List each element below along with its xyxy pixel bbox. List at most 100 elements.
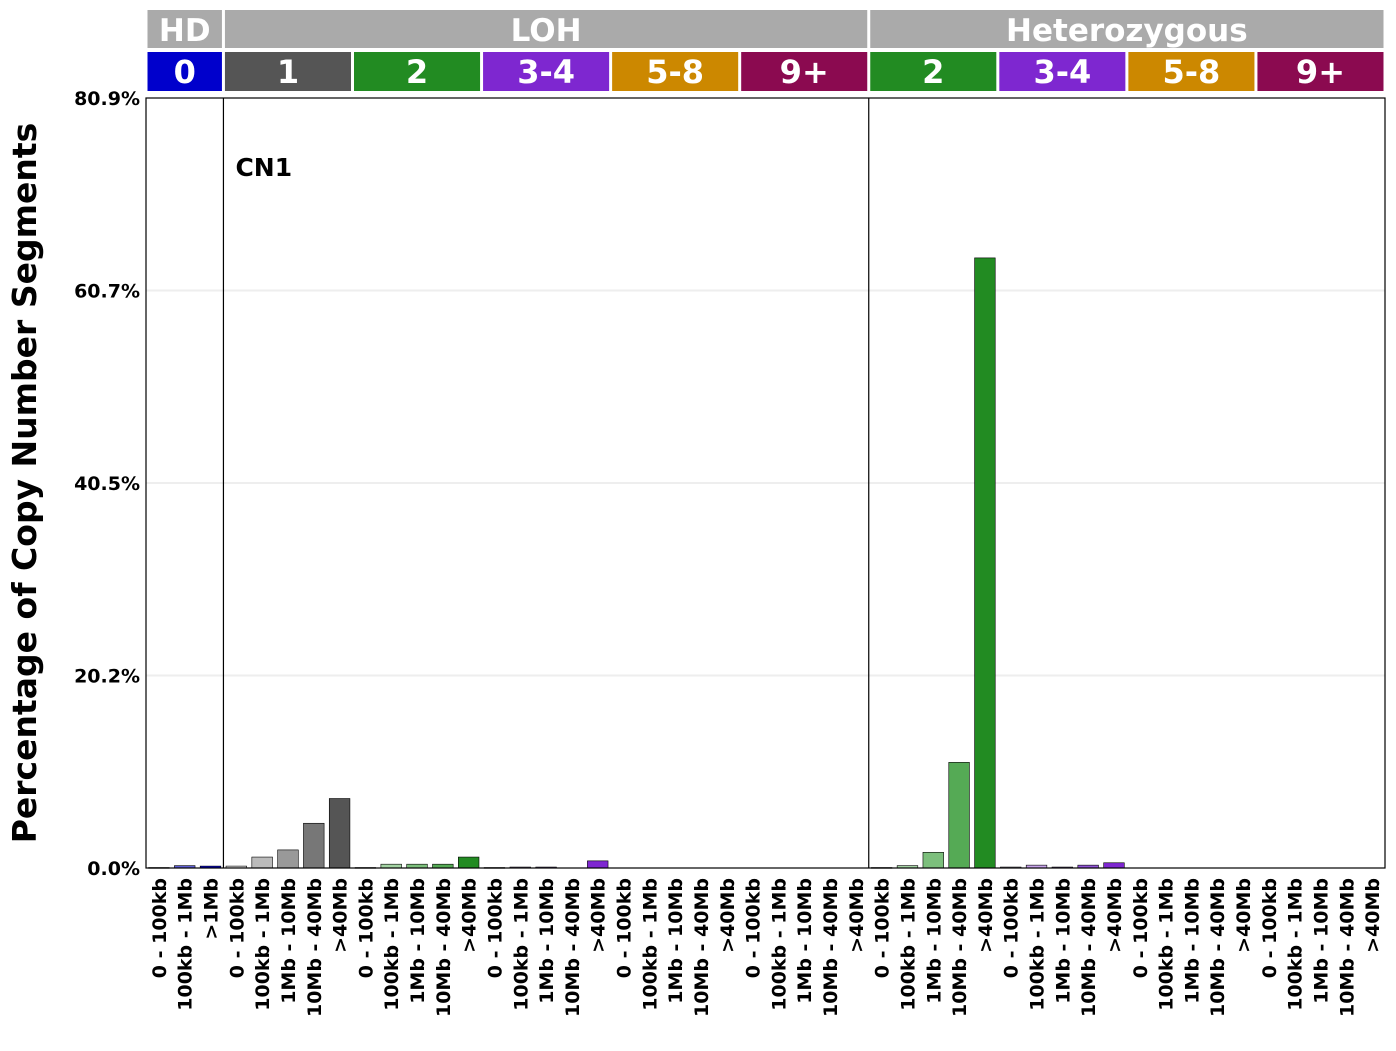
x-tick-label: 10Mb - 40Mb xyxy=(304,878,326,1017)
group-strip xyxy=(224,52,351,91)
x-tick-label: 1Mb - 10Mb xyxy=(923,878,945,1004)
bar xyxy=(922,851,944,869)
x-tick-label: 100kb - 1Mb xyxy=(1156,878,1178,1011)
x-tick-label: 1Mb - 10Mb xyxy=(665,878,687,1004)
bars xyxy=(148,257,1125,869)
top-strip xyxy=(147,10,222,48)
group-strip xyxy=(483,52,610,91)
x-tick-label: 0 - 100kb xyxy=(355,878,377,978)
x-tick-label: 10Mb - 40Mb xyxy=(562,878,584,1017)
group-strip xyxy=(870,52,997,91)
top-strip-label: LOH xyxy=(511,13,582,49)
x-tick-label: >40Mb xyxy=(846,878,868,953)
panel-dividers xyxy=(222,98,870,868)
group-strip-label: 3-4 xyxy=(517,53,575,91)
y-tick-label: 0.0% xyxy=(87,858,140,880)
x-tick-label: 100kb - 1Mb xyxy=(639,878,661,1011)
top-strip-label: HD xyxy=(159,13,211,49)
group-strip-label: 9+ xyxy=(780,53,829,91)
x-tick-label: 0 - 100kb xyxy=(1001,878,1023,978)
y-axis-ticks: 0.0% 20.2% 40.5% 60.7% 80.9% xyxy=(74,88,140,880)
group-strip xyxy=(612,52,739,91)
x-tick-label: 0 - 100kb xyxy=(226,878,248,978)
group-strip-label: 2 xyxy=(922,53,944,91)
x-tick-label: 100kb - 1Mb xyxy=(897,878,919,1011)
x-tick-label: >1Mb xyxy=(201,878,223,940)
group-strip-label: 5-8 xyxy=(1163,53,1221,91)
x-tick-label: 10Mb - 40Mb xyxy=(949,878,971,1017)
bar xyxy=(277,849,299,869)
y-axis-title: Percentage of Copy Number Segments xyxy=(5,123,44,844)
x-tick-label: >40Mb xyxy=(1362,878,1384,953)
group-strip xyxy=(1257,52,1384,91)
x-tick-label: >40Mb xyxy=(459,878,481,953)
x-tick-label: >40Mb xyxy=(975,878,997,953)
x-tick-label: 1Mb - 10Mb xyxy=(1052,878,1074,1004)
x-tick-label: 100kb - 1Mb xyxy=(510,878,532,1011)
bar xyxy=(587,860,609,869)
x-tick-label: 1Mb - 10Mb xyxy=(536,878,558,1004)
x-tick-label: 0 - 100kb xyxy=(614,878,636,978)
top-strip xyxy=(224,10,868,48)
x-tick-label: >40Mb xyxy=(717,878,739,953)
group-strip xyxy=(1128,52,1255,91)
x-tick-label: 100kb - 1Mb xyxy=(175,878,197,1011)
x-tick-label: 1Mb - 10Mb xyxy=(794,878,816,1004)
group-strip-row: 0 1 2 3-4 5-8 9+ 2 3-4 5-8 9+ xyxy=(147,52,1384,91)
group-strip xyxy=(147,52,222,91)
bar xyxy=(303,822,325,869)
y-tick-label: 40.5% xyxy=(74,473,140,495)
x-tick-label: 10Mb - 40Mb xyxy=(1207,878,1229,1017)
group-strip xyxy=(354,52,481,91)
x-tick-label: 10Mb - 40Mb xyxy=(691,878,713,1017)
y-tick-label: 80.9% xyxy=(74,88,140,110)
x-tick-label: 10Mb - 40Mb xyxy=(433,878,455,1017)
x-tick-label: 0 - 100kb xyxy=(149,878,171,978)
x-tick-label: 1Mb - 10Mb xyxy=(1310,878,1332,1004)
top-strip xyxy=(870,10,1384,48)
group-strip-label: 0 xyxy=(174,53,196,91)
group-strip xyxy=(999,52,1126,91)
x-tick-label: 0 - 100kb xyxy=(1130,878,1152,978)
y-tick-label: 20.2% xyxy=(74,666,140,688)
bar xyxy=(458,856,480,869)
bar xyxy=(251,856,273,869)
x-tick-label: 100kb - 1Mb xyxy=(768,878,790,1011)
x-tick-label: 10Mb - 40Mb xyxy=(1078,878,1100,1017)
y-tick-label: 60.7% xyxy=(74,281,140,303)
top-strip-label: Heterozygous xyxy=(1006,13,1248,49)
x-tick-label: 1Mb - 10Mb xyxy=(1181,878,1203,1004)
x-tick-label: >40Mb xyxy=(330,878,352,953)
x-tick-label: >40Mb xyxy=(1233,878,1255,953)
x-tick-label: 100kb - 1Mb xyxy=(1027,878,1049,1011)
group-strip xyxy=(741,52,868,91)
x-tick-label: 100kb - 1Mb xyxy=(1285,878,1307,1011)
group-strip-label: 3-4 xyxy=(1033,53,1091,91)
x-tick-label: 10Mb - 40Mb xyxy=(820,878,842,1017)
cn1-annotation: CN1 xyxy=(235,153,292,182)
gridlines xyxy=(146,289,1385,677)
group-strip-label: 5-8 xyxy=(646,53,704,91)
top-strip-row: HD LOH Heterozygous xyxy=(147,10,1384,49)
x-tick-label: 1Mb - 10Mb xyxy=(278,878,300,1004)
x-tick-label: 0 - 100kb xyxy=(1259,878,1281,978)
bar xyxy=(948,762,970,869)
group-strip-label: 2 xyxy=(406,53,428,91)
bar xyxy=(1103,862,1125,869)
x-tick-label: >40Mb xyxy=(588,878,610,953)
x-tick-label: 10Mb - 40Mb xyxy=(1336,878,1358,1017)
x-axis-ticks: 0 - 100kb 100kb - 1Mb >1Mb 0 - 100kb 100kb -… xyxy=(149,878,1384,1017)
bar xyxy=(974,257,996,869)
x-tick-label: 1Mb - 10Mb xyxy=(407,878,429,1004)
group-strip-label: 1 xyxy=(277,53,299,91)
group-strip-label: 9+ xyxy=(1296,53,1345,91)
x-tick-label: 0 - 100kb xyxy=(872,878,894,978)
x-tick-label: 0 - 100kb xyxy=(743,878,765,978)
x-tick-label: 100kb - 1Mb xyxy=(252,878,274,1011)
bar xyxy=(328,798,351,869)
x-tick-label: 0 - 100kb xyxy=(484,878,506,978)
x-tick-label: >40Mb xyxy=(1104,878,1126,953)
plot-panel-border xyxy=(145,97,1386,869)
x-tick-label: 100kb - 1Mb xyxy=(381,878,403,1011)
